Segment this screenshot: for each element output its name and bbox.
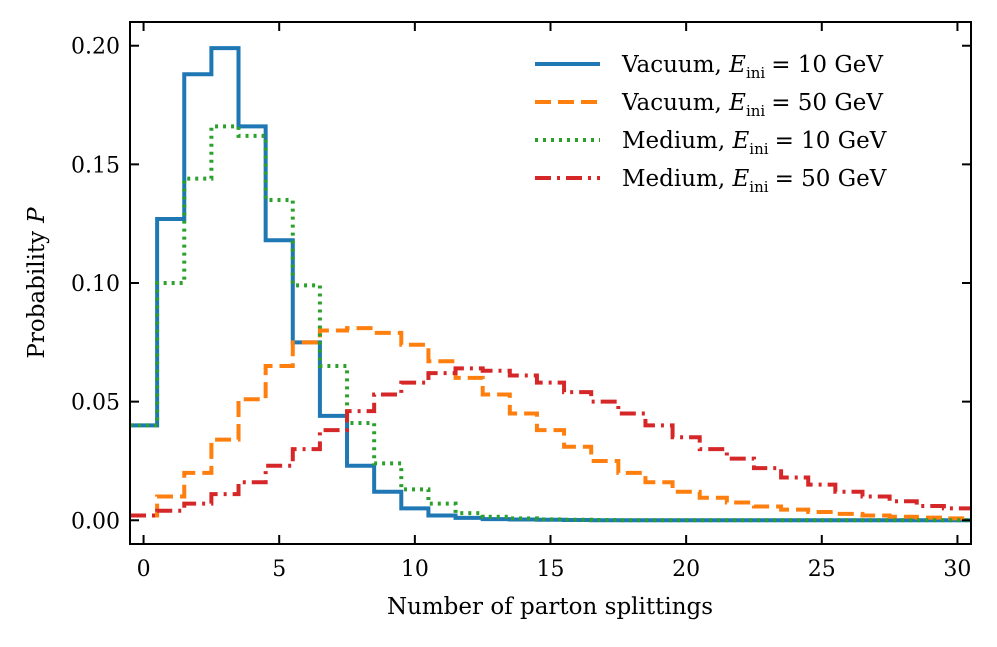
x-tick-label: 25 bbox=[808, 557, 836, 582]
legend-label-sub: ini bbox=[749, 178, 768, 196]
legend-label-suffix: = 10 GeV bbox=[775, 128, 887, 154]
x-tick-label: 20 bbox=[672, 557, 700, 582]
series-line-4 bbox=[130, 366, 971, 518]
legend-label-prefix: Medium, bbox=[622, 166, 733, 192]
legend-label-sub: ini bbox=[746, 102, 765, 120]
x-tick-label: 0 bbox=[137, 557, 151, 582]
legend-label-3: Medium, Eini = 10 GeV bbox=[622, 128, 887, 158]
x-tick-label: 30 bbox=[943, 557, 971, 582]
legend-label-symbol: E bbox=[732, 128, 750, 154]
x-axis-label: Number of parton splittings bbox=[387, 594, 713, 620]
legend-label-prefix: Medium, bbox=[622, 128, 733, 154]
legend-label-suffix: = 50 GeV bbox=[771, 90, 883, 116]
y-tick-label: 0.05 bbox=[71, 391, 120, 416]
legend-label-symbol: E bbox=[728, 52, 746, 78]
x-tick-label: 10 bbox=[401, 557, 429, 582]
legend-label-suffix: = 10 GeV bbox=[771, 52, 883, 78]
legend-label-symbol: E bbox=[732, 166, 750, 192]
y-tick-label: 0.10 bbox=[71, 272, 120, 297]
legend-label-1: Vacuum, Eini = 10 GeV bbox=[621, 52, 883, 82]
legend-label-2: Vacuum, Eini = 50 GeV bbox=[621, 90, 883, 120]
y-tick-label: 0.15 bbox=[71, 153, 120, 178]
y-tick-label: 0.00 bbox=[71, 509, 120, 534]
legend: Vacuum, Eini = 10 GeV Vacuum, Eini = 50 GeV… bbox=[535, 52, 887, 196]
legend-label-sub: ini bbox=[749, 140, 768, 158]
series-line-1 bbox=[130, 46, 971, 523]
legend-label-4: Medium, Eini = 50 GeV bbox=[622, 166, 887, 196]
series-layer bbox=[130, 46, 971, 523]
y-tick-label: 0.20 bbox=[71, 35, 120, 60]
legend-label-prefix: Vacuum, bbox=[621, 90, 729, 116]
legend-label-suffix: = 50 GeV bbox=[775, 166, 887, 192]
series-line-3 bbox=[130, 124, 971, 523]
legend-label-prefix: Vacuum, bbox=[621, 52, 729, 78]
legend-label-symbol: E bbox=[728, 90, 746, 116]
legend-label-sub: ini bbox=[746, 64, 765, 82]
y-axis-label: Probability P bbox=[24, 207, 50, 359]
x-tick-label: 5 bbox=[272, 557, 286, 582]
y-axis-label-symbol: P bbox=[24, 207, 50, 224]
tick-layer: 0 5 10 15 20 25 30 0.00 0.05 0.10 0.15 0.20 bbox=[71, 22, 971, 582]
series-line-2 bbox=[130, 326, 971, 521]
y-axis-label-text: Probability bbox=[24, 231, 50, 359]
x-tick-label: 15 bbox=[537, 557, 565, 582]
